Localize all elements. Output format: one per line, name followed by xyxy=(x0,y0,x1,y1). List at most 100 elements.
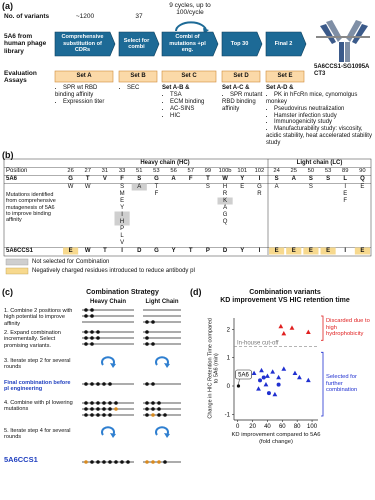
set-box xyxy=(54,70,114,83)
reference-pointer xyxy=(238,378,240,385)
residue: Y xyxy=(240,248,245,254)
mutation-dot xyxy=(96,407,100,411)
annotation: Discarded due to high hydrophobicity xyxy=(326,318,370,338)
set-name: Set A xyxy=(76,73,92,79)
residue: S xyxy=(308,184,313,190)
position-number: 102 xyxy=(254,168,265,174)
legend-text: Not selected for Combination xyxy=(32,259,110,265)
residue: F xyxy=(154,191,159,197)
mutation-dot xyxy=(84,413,88,417)
residue: Q xyxy=(360,176,365,182)
panel-label: (c) xyxy=(2,287,13,297)
x-tick-label: 80 xyxy=(294,424,301,430)
residue: V xyxy=(102,176,107,182)
residue: I xyxy=(258,248,261,254)
residue: G xyxy=(154,176,159,182)
position-number: 100b xyxy=(218,168,232,174)
data-point xyxy=(258,378,263,383)
iterate-arrowhead xyxy=(164,433,170,438)
cycle-arrow xyxy=(175,21,207,32)
assay-list: Set A-C &SPR mutant RBD binding affinity xyxy=(222,85,266,113)
mutation-dot xyxy=(151,382,155,386)
data-point xyxy=(278,323,284,329)
mutation-dot xyxy=(84,401,88,405)
not-selected-cell xyxy=(131,183,147,191)
residue: W xyxy=(84,248,91,254)
residue: L xyxy=(343,176,348,182)
set-name: Set D xyxy=(233,73,249,79)
residue: I xyxy=(344,184,347,190)
row-heading: Evaluation Assays xyxy=(4,70,37,85)
mutation-dot xyxy=(102,407,106,411)
data-point xyxy=(263,381,269,387)
data-point xyxy=(297,374,302,380)
step-box xyxy=(118,31,160,57)
residue: S xyxy=(120,184,125,190)
residue: T xyxy=(188,248,193,254)
assay-list: SEC xyxy=(119,85,159,92)
mutation-dot xyxy=(108,382,112,386)
data-point xyxy=(266,391,271,396)
iterate-arrow xyxy=(101,426,115,436)
residue: S xyxy=(326,176,331,182)
assay-item: SEC xyxy=(119,85,159,92)
set-name: Set B xyxy=(130,73,146,79)
mutation-dot xyxy=(108,401,112,405)
mutation-dot xyxy=(145,336,149,340)
strategy-step: 5. Iterate step 4 for several rounds xyxy=(4,428,71,441)
assay-item: SPR wt RBD binding affinity xyxy=(55,85,115,99)
position-number: 57 xyxy=(187,168,194,174)
step-text: Final 2 xyxy=(274,40,293,47)
x-tick-label: 40 xyxy=(264,424,271,430)
residue: F xyxy=(120,176,124,182)
set-prefix: Set A-C & xyxy=(222,85,250,91)
strategy-step: 5A6CCS1 xyxy=(4,455,38,464)
mutation-dot xyxy=(151,401,155,405)
chain-title: Light chain (LC) xyxy=(296,160,343,166)
residue: R xyxy=(222,191,228,197)
residue: A xyxy=(274,184,279,190)
mutation-dot xyxy=(151,407,155,411)
set-name: Set C xyxy=(181,73,197,79)
assay-item: Expression titer xyxy=(55,99,115,106)
residue: E xyxy=(360,184,365,190)
reference-box xyxy=(235,369,252,380)
residue: G xyxy=(68,176,73,182)
residue: T xyxy=(206,176,210,182)
set-prefix: Set A-B & xyxy=(162,85,190,91)
mutation-dot xyxy=(84,407,88,411)
panel-label: (d) xyxy=(190,287,202,297)
residue: W xyxy=(67,184,74,190)
data-point xyxy=(265,373,270,378)
assay-item: SPR mutant RBD binding affinity xyxy=(222,92,266,113)
mutation-dot xyxy=(108,413,112,417)
assay-item: Manufacturability study: viscosity, acid… xyxy=(266,126,372,147)
position-number: 50 xyxy=(307,168,315,174)
iterate-arrow xyxy=(101,356,115,366)
residue: E xyxy=(343,191,348,197)
mutation-dot xyxy=(90,342,94,346)
position-number: 31 xyxy=(101,168,109,174)
residue: T xyxy=(154,184,159,190)
mutation-dot xyxy=(102,401,106,405)
table-border xyxy=(3,158,372,257)
annotation: Selected for further combination xyxy=(326,374,358,394)
mutation-dot xyxy=(163,460,167,464)
iterate-arrowhead xyxy=(164,363,170,368)
residue: G xyxy=(257,184,262,190)
assay-item: PK in hFcRn mice, cynomolgus monkey xyxy=(266,92,372,106)
charged-cell xyxy=(63,247,79,255)
residue: A xyxy=(137,184,142,190)
mutation-dot xyxy=(145,320,149,324)
mutation-dot xyxy=(102,382,106,386)
mutation-dot xyxy=(151,342,155,346)
mutation-dot xyxy=(126,460,130,464)
strategy-step: 3. Iterate step 2 for several rounds xyxy=(4,358,71,371)
assay-list: Set A-D &PK in hFcRn mice, cynomolgus mo… xyxy=(266,85,372,147)
panel-title: Combination Strategy xyxy=(86,289,159,296)
residue: S xyxy=(137,176,142,182)
set-box xyxy=(118,70,158,83)
residue: E xyxy=(360,248,365,254)
cutoff-label: In-house cut-off xyxy=(237,340,279,346)
